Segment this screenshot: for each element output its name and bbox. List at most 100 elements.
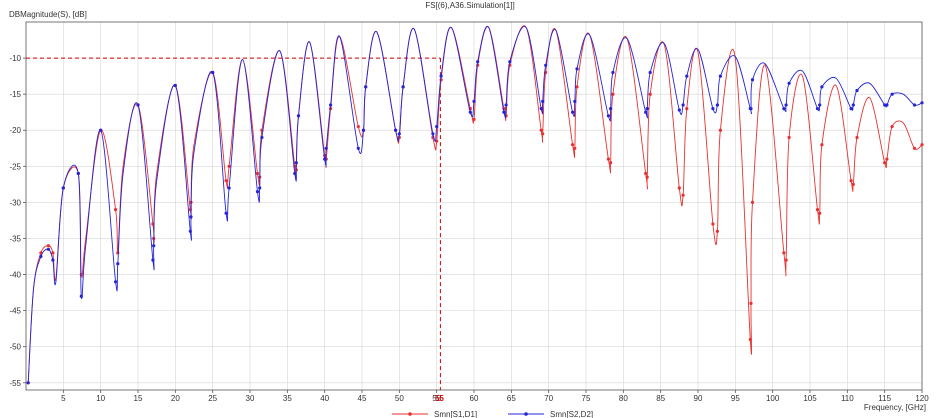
data-point: [188, 229, 192, 233]
data-point: [890, 125, 894, 129]
data-point: [685, 74, 689, 78]
data-point: [885, 157, 889, 161]
data-point: [255, 171, 260, 176]
data-point: [885, 103, 889, 107]
y-tick-label: -25: [9, 162, 21, 171]
data-point: [51, 258, 55, 262]
data-point: [114, 280, 118, 284]
data-point: [681, 193, 685, 197]
data-point: [912, 103, 917, 107]
data-point: [356, 125, 360, 129]
data-point: [920, 143, 924, 147]
data-point: [504, 103, 508, 107]
marker-x-label: 55: [435, 394, 444, 403]
data-point: [46, 247, 51, 251]
legend-label: Smn[S2,D2]: [550, 410, 593, 418]
data-point: [573, 99, 577, 103]
chart-title: FS[(6),A36.Simulation[1]]: [425, 1, 514, 10]
data-point: [573, 146, 577, 150]
data-point: [883, 103, 887, 107]
data-point: [782, 107, 786, 111]
data-point: [539, 107, 543, 111]
y-tick-label: -45: [9, 307, 21, 316]
y-axis-label: DBMagnitude(S), [dB]: [9, 10, 87, 19]
x-tick-label: 40: [320, 394, 329, 403]
data-point: [227, 186, 231, 190]
data-point: [645, 175, 649, 179]
data-point: [920, 101, 924, 105]
data-point: [749, 301, 753, 305]
data-point: [855, 135, 859, 140]
data-point: [116, 251, 120, 255]
x-tick-label: 90: [694, 394, 703, 403]
data-point: [151, 258, 155, 262]
data-point: [296, 114, 301, 118]
x-tick-label: 110: [841, 394, 854, 403]
axes: 5 10 15 20 25 30 35 40 45 50 55 60 65 70 75 80 85 90 95 100…: [9, 21, 929, 403]
data-point: [323, 157, 327, 161]
legend-swatch-marker: [524, 412, 528, 416]
y-tick-label: -10: [9, 54, 21, 63]
data-point: [224, 179, 228, 183]
legend: Smn[S1,D1] Smn[S2,D2]: [392, 410, 593, 418]
data-point: [748, 337, 752, 342]
data-point: [820, 85, 824, 89]
x-tick-label: 115: [878, 394, 891, 403]
series-2: [26, 25, 924, 385]
series-1: [26, 25, 924, 385]
data-point: [79, 272, 83, 277]
y-tick-label: -20: [9, 126, 21, 135]
data-point: [472, 99, 476, 103]
data-point: [685, 107, 689, 111]
x-tick-label: 55: [432, 394, 441, 403]
data-point: [394, 128, 398, 132]
data-point: [912, 146, 917, 150]
data-point: [539, 128, 543, 132]
data-point: [114, 208, 118, 212]
data-point: [784, 258, 788, 262]
x-tick-label: 100: [766, 394, 780, 403]
data-point: [401, 85, 405, 89]
y-tick-label: -50: [9, 343, 21, 352]
marker: 55: [26, 57, 444, 403]
data-point: [502, 110, 506, 114]
data-point: [571, 110, 575, 114]
data-point: [851, 103, 855, 107]
data-point: [39, 254, 43, 259]
data-point: [99, 128, 103, 132]
data-point: [711, 222, 715, 226]
x-tick-label: 95: [731, 394, 740, 403]
data-point: [784, 103, 788, 107]
data-point: [648, 70, 652, 75]
data-point: [258, 186, 262, 190]
data-point: [575, 67, 579, 71]
series-line: [27, 25, 923, 383]
data-point: [851, 182, 855, 186]
series-layer: [26, 25, 924, 385]
x-tick-label: 35: [283, 394, 292, 403]
data-point: [849, 107, 853, 111]
data-point: [575, 85, 579, 89]
data-point: [715, 229, 720, 233]
data-point: [26, 381, 30, 385]
data-point: [260, 135, 264, 140]
data-point: [782, 251, 786, 255]
data-point: [648, 92, 652, 96]
x-tick-label: 25: [208, 394, 217, 403]
data-point: [61, 186, 65, 190]
data-point: [79, 294, 83, 298]
data-point: [293, 171, 297, 176]
data-point: [356, 146, 360, 150]
data-point: [855, 88, 859, 93]
data-point: [750, 78, 755, 82]
data-point: [644, 110, 648, 114]
x-tick-label: 120: [915, 394, 929, 403]
x-tick-label: 85: [656, 394, 665, 403]
data-point: [173, 83, 177, 88]
data-point: [787, 135, 791, 140]
y-tick-label: -15: [9, 90, 21, 99]
x-tick-label: 45: [358, 394, 367, 403]
data-point: [883, 161, 887, 165]
x-tick-label: 5: [61, 394, 66, 403]
